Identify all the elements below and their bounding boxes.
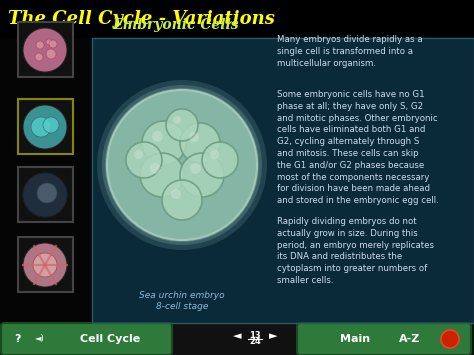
Circle shape	[140, 153, 184, 197]
Text: The Cell Cycle - Variations: The Cell Cycle - Variations	[8, 10, 275, 28]
Circle shape	[190, 163, 201, 174]
Bar	[0, 0, 474, 38]
Circle shape	[36, 41, 44, 49]
Text: Main: Main	[340, 334, 370, 344]
Text: 24: 24	[249, 338, 261, 346]
Circle shape	[23, 28, 67, 72]
Text: Sea urchin embryo
8-cell stage: Sea urchin embryo 8-cell stage	[139, 291, 225, 311]
Circle shape	[210, 150, 219, 159]
Circle shape	[23, 173, 67, 217]
Circle shape	[152, 131, 163, 142]
Circle shape	[97, 80, 267, 250]
Circle shape	[23, 243, 67, 287]
Text: Rapidly dividing embryos do not
actually grow in size. During this
period, an em: Rapidly dividing embryos do not actually…	[277, 217, 434, 285]
Text: A-Z: A-Z	[399, 334, 421, 344]
Text: ◄: ◄	[233, 331, 241, 341]
FancyBboxPatch shape	[1, 323, 172, 355]
Circle shape	[134, 150, 143, 159]
Circle shape	[150, 163, 161, 174]
Text: 13: 13	[249, 332, 261, 340]
Circle shape	[23, 105, 67, 149]
Circle shape	[171, 189, 181, 199]
Text: Cell Cycle: Cell Cycle	[80, 334, 140, 344]
Text: Embryonic Cells: Embryonic Cells	[113, 18, 239, 32]
Bar	[0, 323, 474, 355]
Text: ◄): ◄)	[35, 334, 45, 344]
Circle shape	[102, 85, 262, 245]
Circle shape	[107, 90, 257, 240]
Circle shape	[105, 88, 259, 242]
Text: Many embryos divide rapidly as a
single cell is transformed into a
multicellular: Many embryos divide rapidly as a single …	[277, 35, 423, 67]
Circle shape	[202, 142, 238, 178]
Circle shape	[46, 49, 56, 59]
Bar	[92, 38, 474, 323]
Circle shape	[180, 123, 220, 163]
Text: Some embryonic cells have no G1
phase at all; they have only S, G2
and mitotic p: Some embryonic cells have no G1 phase at…	[277, 90, 439, 205]
Bar	[18, 99, 73, 154]
Circle shape	[180, 153, 224, 197]
Circle shape	[142, 121, 186, 165]
Bar	[18, 237, 73, 292]
Circle shape	[126, 142, 162, 178]
Bar	[0, 38, 90, 323]
Circle shape	[46, 39, 52, 45]
Circle shape	[166, 109, 198, 141]
Circle shape	[49, 40, 57, 48]
Circle shape	[31, 117, 51, 137]
Bar	[18, 22, 73, 77]
Circle shape	[173, 116, 181, 124]
Text: ►: ►	[269, 331, 277, 341]
Bar	[92, 38, 474, 323]
Circle shape	[33, 253, 57, 277]
Bar	[18, 167, 73, 222]
Circle shape	[162, 180, 202, 220]
Circle shape	[43, 117, 59, 133]
Circle shape	[441, 330, 459, 348]
Circle shape	[35, 53, 43, 61]
Circle shape	[189, 132, 199, 142]
Circle shape	[37, 183, 57, 203]
Text: ?: ?	[15, 334, 21, 344]
FancyBboxPatch shape	[297, 323, 471, 355]
